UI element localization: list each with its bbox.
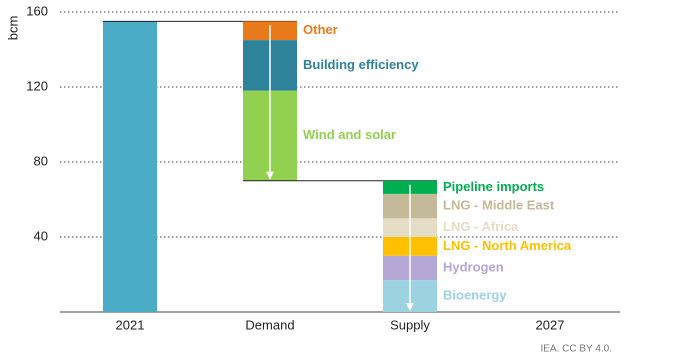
arrow-head [266, 171, 274, 180]
bar [103, 21, 157, 312]
y-axis-label: bcm [5, 16, 20, 41]
y-tick-label: 80 [34, 153, 48, 168]
y-tick-label: 40 [34, 228, 48, 243]
y-tick-label: 120 [26, 78, 48, 93]
x-tick-label: 2021 [116, 317, 145, 332]
segment-label: LNG - Africa [443, 219, 519, 234]
segment-label: Building efficiency [303, 57, 419, 72]
segment-label: Hydrogen [443, 259, 504, 274]
segment-label: Bioenergy [443, 288, 507, 303]
segment-label: LNG - North America [443, 238, 572, 253]
x-tick-label: Demand [245, 317, 294, 332]
source: IEA. CC BY 4.0. [540, 344, 612, 355]
x-tick-label: 2027 [536, 317, 565, 332]
arrow-head [406, 303, 414, 311]
segment-label: Pipeline imports [443, 179, 544, 194]
x-tick-label: Supply [390, 317, 430, 332]
segment-label: LNG - Middle East [443, 198, 555, 213]
y-tick-label: 160 [26, 3, 48, 18]
segment-label: Other [303, 22, 338, 37]
segment-label: Wind and solar [303, 127, 396, 142]
